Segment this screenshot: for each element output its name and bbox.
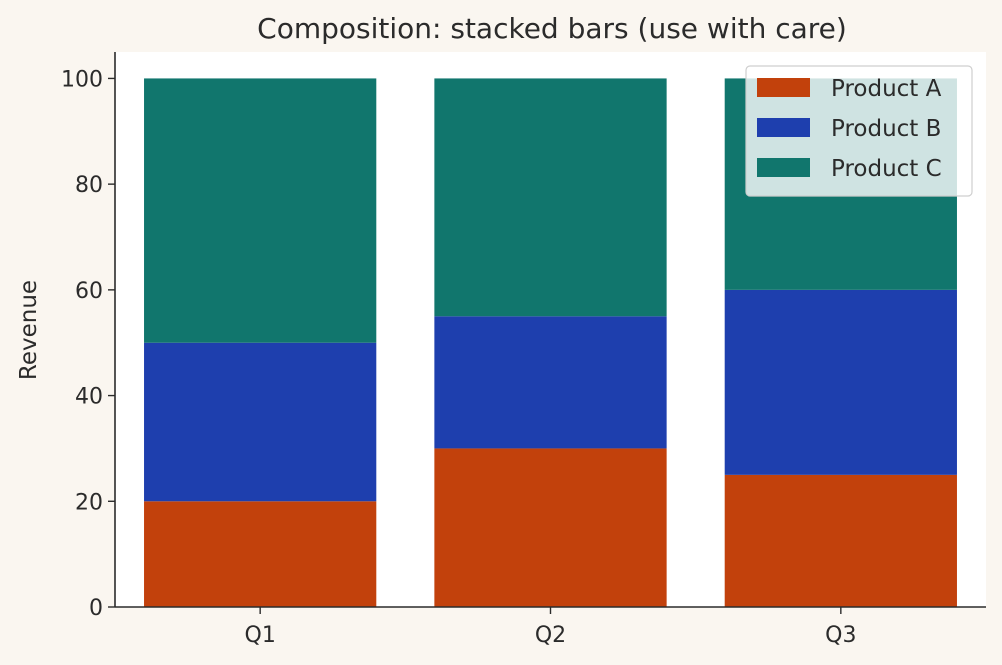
x-tick-label-q2: Q2: [535, 623, 566, 648]
bar-segment-product-b-q3: [724, 289, 957, 475]
bars-group: [144, 78, 957, 607]
bar-segment-product-a-q3: [724, 474, 957, 607]
x-tick-label-q1: Q1: [245, 623, 276, 648]
y-tick-label: 0: [89, 596, 103, 621]
y-axis-label: Revenue: [16, 280, 42, 380]
y-tick-label: 40: [75, 385, 103, 410]
legend-label-product-b: Product B: [831, 116, 941, 142]
legend-swatch-product-b: [757, 118, 810, 137]
bar-segment-product-c-q2: [434, 78, 667, 317]
y-tick-label: 100: [61, 67, 103, 92]
legend-label-product-a: Product A: [831, 76, 942, 102]
chart-title: Composition: stacked bars (use with care…: [257, 12, 847, 45]
legend-label-product-c: Product C: [831, 156, 942, 182]
x-tick-label-q3: Q3: [825, 623, 856, 648]
bar-segment-product-b-q2: [434, 316, 667, 449]
y-tick-label: 60: [75, 279, 103, 304]
bar-segment-product-a-q2: [434, 448, 667, 607]
y-tick-label: 80: [75, 173, 103, 198]
bar-segment-product-c-q1: [144, 78, 377, 343]
bar-segment-product-b-q1: [144, 342, 377, 502]
legend-swatch-product-c: [757, 158, 810, 177]
axes-group: 0 20 40 60 80 100 Q1 Q2 Q3: [61, 52, 986, 648]
legend-swatch-product-a: [757, 78, 810, 97]
y-tick-label: 20: [75, 490, 103, 515]
legend: Product A Product B Product C: [745, 65, 973, 197]
bar-segment-product-a-q1: [144, 501, 377, 607]
